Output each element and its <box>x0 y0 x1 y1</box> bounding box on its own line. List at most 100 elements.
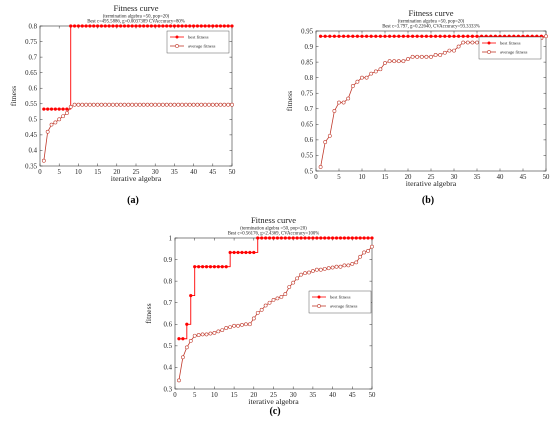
x-tick-label: 15 <box>94 169 101 176</box>
y-tick-label: 0.95 <box>301 28 313 35</box>
data-point-best-fitness <box>122 24 127 28</box>
data-point-average-fitness <box>214 102 219 107</box>
data-point-best-fitness <box>195 24 200 28</box>
data-point-best-fitness <box>145 24 150 28</box>
x-tick-label: 5 <box>57 169 61 176</box>
data-point-best-fitness <box>218 24 223 28</box>
data-point-best-fitness <box>61 107 65 111</box>
data-point-average-fitness <box>392 59 397 64</box>
data-point-best-fitness <box>275 236 280 240</box>
data-point-average-fitness <box>41 158 46 163</box>
x-tick-label: 30 <box>290 392 297 399</box>
y-tick-label: 0.7 <box>29 54 38 61</box>
chart-subtitle: Best c=495.5886, g=0.0037389 CVAccuracy=… <box>87 20 185 25</box>
data-point-best-fitness <box>211 24 215 28</box>
data-point-average-fitness <box>232 323 237 328</box>
chart-subtitle: Best c=3.797, g=0.22640, CVAccuracy=93.3… <box>382 25 480 30</box>
data-point-average-fitness <box>318 165 323 169</box>
chart-subtitle: Best c=0.56176, g=2.4369, CVAccuracy=100… <box>228 232 320 237</box>
data-point-average-fitness <box>438 53 443 57</box>
data-point-best-fitness <box>291 236 295 240</box>
data-point-best-fitness <box>230 24 234 28</box>
data-point-average-fitness <box>200 332 205 337</box>
data-point-best-fitness <box>443 34 447 38</box>
data-point-average-fitness <box>203 102 208 107</box>
data-point-average-fitness <box>330 265 335 270</box>
data-point-average-fitness <box>415 54 420 59</box>
data-point-average-fitness <box>126 102 131 107</box>
data-point-best-fitness <box>424 34 429 38</box>
data-point-average-fitness <box>447 48 452 53</box>
data-point-best-fitness <box>180 24 184 28</box>
x-tick-label: 20 <box>113 169 120 176</box>
data-point-best-fitness <box>410 34 415 38</box>
data-point-average-fitness <box>168 102 173 107</box>
data-point-average-fitness <box>99 102 104 107</box>
data-point-average-fitness <box>224 326 229 330</box>
data-point-average-fitness <box>452 48 456 53</box>
y-tick-label: 0.55 <box>301 153 313 160</box>
x-tick-label: 45 <box>349 392 356 399</box>
data-point-best-fitness <box>433 34 438 38</box>
y-tick-label: 1 <box>169 235 172 242</box>
data-point-best-fitness <box>374 34 378 38</box>
data-point-best-fitness <box>303 236 307 240</box>
data-point-best-fitness <box>153 24 157 28</box>
data-point-best-fitness <box>438 34 442 38</box>
data-point-best-fitness <box>193 265 197 269</box>
data-point-best-fitness <box>57 107 61 111</box>
chart-c: Fitness curve (termination algebra =50, p… <box>144 215 376 417</box>
data-point-best-fitness <box>65 107 69 111</box>
data-point-average-fitness <box>350 84 355 88</box>
data-point-best-fitness <box>346 34 350 38</box>
plot-frame <box>174 237 373 390</box>
data-point-average-fitness <box>192 333 197 338</box>
data-point-average-fitness <box>61 114 65 119</box>
figure-caption: (b) <box>422 195 434 206</box>
data-point-best-fitness <box>176 24 180 28</box>
data-point-average-fitness <box>107 102 112 107</box>
y-tick-label: 0.7 <box>164 300 173 307</box>
data-point-average-fitness <box>130 102 135 107</box>
y-axis-label: fitness <box>9 86 18 106</box>
y-tick-label: 0.3 <box>164 386 173 393</box>
data-point-best-fitness <box>138 24 142 28</box>
y-tick-label: 0.7 <box>305 106 314 113</box>
data-point-average-fitness <box>76 102 81 107</box>
chart-a: Fitness curve (termination algebra =50, p… <box>9 3 236 206</box>
x-tick-label: 50 <box>543 174 550 181</box>
data-point-average-fitness <box>291 280 296 285</box>
legend-swatch-marker <box>175 35 179 39</box>
data-point-best-fitness <box>107 24 111 28</box>
data-point-best-fitness <box>338 236 343 240</box>
data-point-average-fitness <box>177 378 181 383</box>
data-point-best-fitness <box>342 236 347 240</box>
data-point-average-fitness <box>180 102 184 107</box>
data-point-average-fitness <box>314 267 319 272</box>
data-point-average-fitness <box>424 54 429 59</box>
data-point-best-fitness <box>387 34 392 38</box>
data-point-best-fitness <box>267 236 272 240</box>
data-point-average-fitness <box>145 102 150 107</box>
data-point-average-fitness <box>184 345 189 350</box>
x-tick-label: 25 <box>270 392 277 399</box>
data-point-average-fitness <box>475 40 479 45</box>
x-tick-label: 5 <box>193 392 197 399</box>
data-point-average-fitness <box>350 261 355 266</box>
data-point-best-fitness <box>118 24 123 28</box>
data-point-best-fitness <box>452 34 456 38</box>
x-tick-label: 0 <box>314 174 318 181</box>
data-point-best-fitness <box>189 293 193 298</box>
data-point-average-fitness <box>259 307 264 312</box>
legend-label: average fitness <box>188 44 216 49</box>
data-point-best-fitness <box>332 34 337 38</box>
data-point-best-fitness <box>466 34 470 38</box>
data-point-average-fitness <box>141 102 146 107</box>
x-tick-label: 0 <box>38 169 42 176</box>
data-point-average-fitness <box>346 263 351 268</box>
data-point-average-fitness <box>228 325 233 329</box>
y-tick-label: 0.8 <box>164 278 173 285</box>
data-point-best-fitness <box>351 34 355 38</box>
y-axis-label: fitness <box>144 303 153 323</box>
data-point-best-fitness <box>161 24 165 28</box>
